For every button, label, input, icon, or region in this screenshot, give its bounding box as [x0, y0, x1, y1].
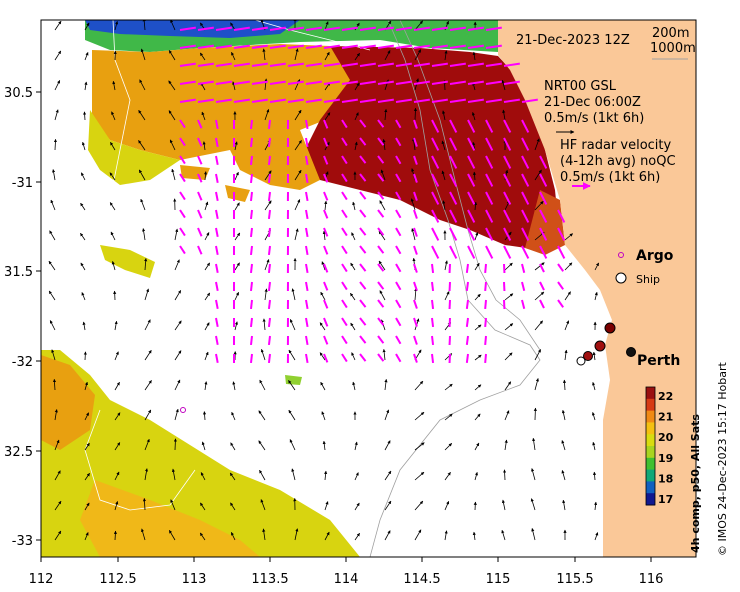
model-label-line1: NRT00 GSL	[544, 79, 617, 94]
x-axis: 112 112.5 113 113.5 114 114.5 115 115.5 116	[29, 557, 664, 587]
model-label-line3: 0.5m/s (1kt 6h)	[544, 111, 644, 126]
ship-legend-label: Ship	[636, 273, 660, 286]
model-current-vectors	[48, 20, 600, 541]
x-tick-label: 113	[182, 572, 207, 587]
ship-legend-icon	[615, 272, 627, 284]
x-tick-label: 114	[334, 572, 359, 587]
colorbar-tick-label: 18	[658, 472, 673, 485]
colorbar-title: 4h comp, p50, All Sats	[689, 414, 702, 553]
y-tick-label: 31.5	[4, 265, 33, 280]
colorbar-tick-label: 19	[658, 452, 673, 465]
map-frame	[40, 19, 697, 558]
y-axis: 30.5 -31 31.5 -32 32.5 -33	[4, 86, 41, 549]
x-tick-label: 115.5	[556, 572, 593, 587]
colorbar-tick-label: 21	[658, 411, 673, 424]
x-tick-label: 114.5	[403, 572, 440, 587]
colorbar-tick-label: 20	[658, 431, 674, 444]
radar-label-line2: (4-12h avg) noQC	[560, 154, 676, 169]
depth-contour-label-200: 200m	[652, 26, 689, 41]
y-tick-label: -31	[12, 176, 33, 191]
colorbar-tick-label: 22	[658, 390, 673, 403]
colorbar-tick-label: 17	[658, 493, 673, 506]
y-tick-label: 30.5	[4, 86, 33, 101]
depth-contour-label-1000: 1000m	[650, 41, 696, 56]
y-tick-label: 32.5	[4, 445, 33, 460]
argo-float-marker	[180, 407, 186, 413]
argo-legend-label: Argo	[636, 248, 674, 264]
city-label-perth: Perth	[637, 353, 680, 369]
map-time-label: 21-Dec-2023 12Z	[516, 33, 630, 48]
x-tick-label: 112.5	[99, 572, 136, 587]
x-tick-label: 116	[639, 572, 664, 587]
x-tick-label: 112	[29, 572, 54, 587]
radar-label-line3: 0.5m/s (1kt 6h)	[560, 170, 660, 185]
colorbar: 22 21 20 19 18 17 4h comp, p50, All Sats	[645, 386, 702, 553]
sst-field	[41, 20, 565, 557]
ship-markers	[576, 322, 636, 366]
radar-current-vectors	[179, 26, 566, 364]
y-tick-label: -32	[12, 355, 33, 370]
y-tick-label: -33	[12, 534, 33, 549]
argo-legend-icon	[618, 252, 624, 258]
x-tick-label: 115	[486, 572, 511, 587]
credit-text: © IMOS 24-Dec-2023 15:17 Hobart	[716, 361, 729, 556]
radar-label-line1: HF radar velocity	[560, 138, 672, 153]
x-tick-label: 113.5	[251, 572, 288, 587]
model-label-line2: 21-Dec 06:00Z	[544, 95, 641, 110]
